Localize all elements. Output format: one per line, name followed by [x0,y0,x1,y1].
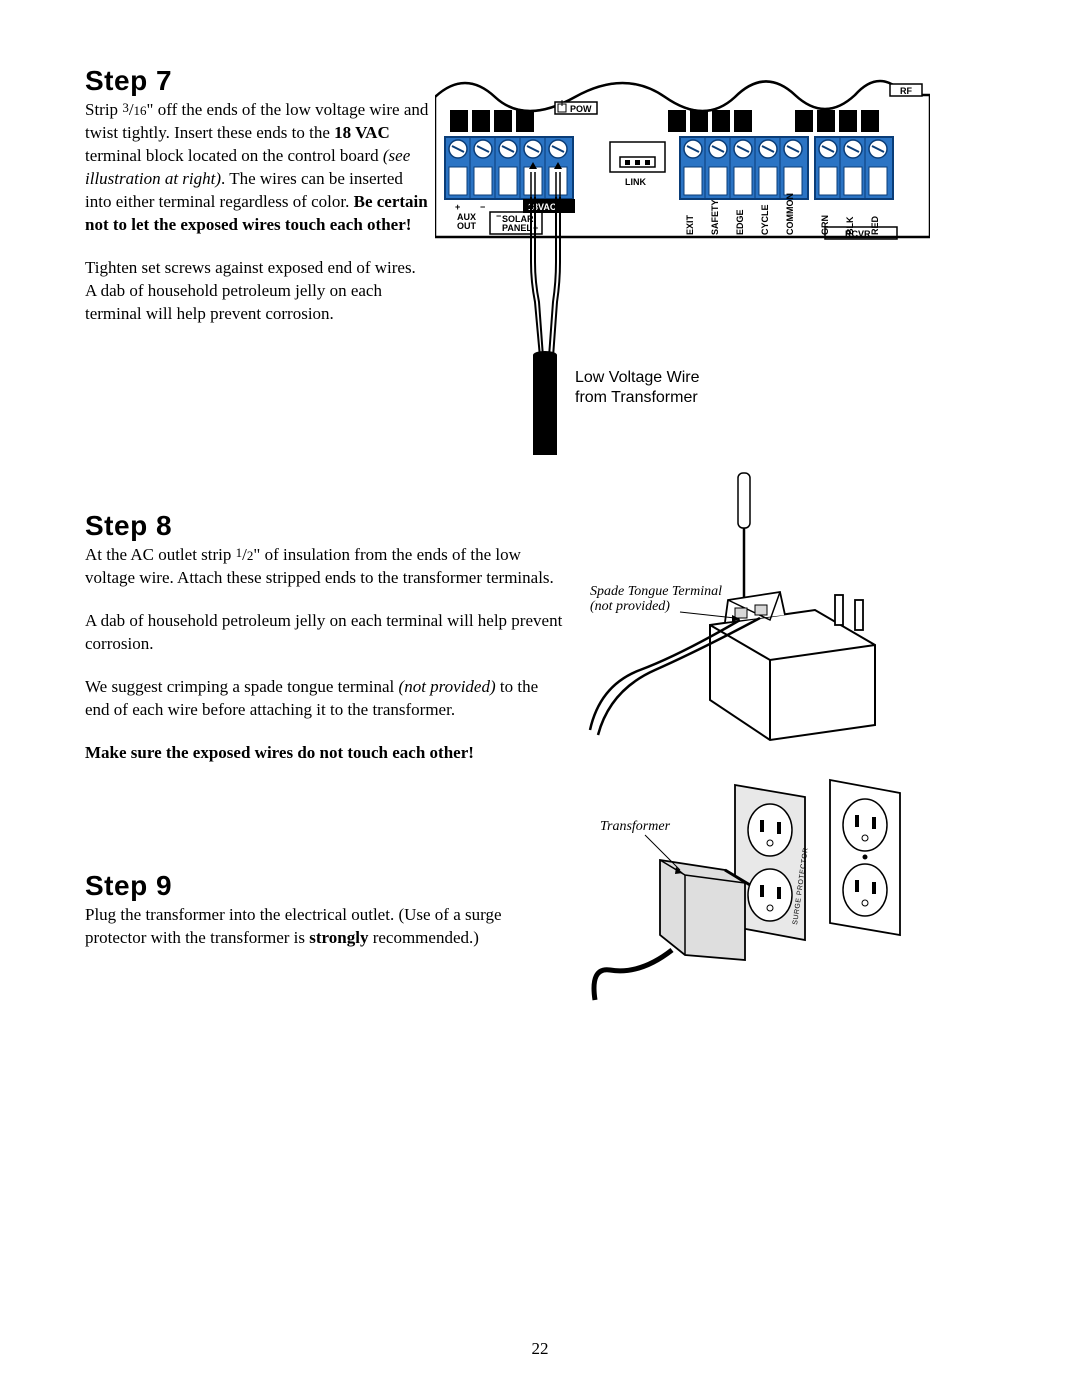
step7-p1: Strip 3/16" off the ends of the low volt… [85,99,430,237]
spade-label1: Spade Tongue Terminal [590,584,722,599]
wire-caption-1: Low Voltage Wire [575,369,700,386]
wire-caption-2: from Transformer [575,389,698,406]
transformer-screwdriver-diagram: Spade Tongue Terminal (not provided) [580,470,930,750]
rf-label: RF [900,86,912,96]
board-svg: POW RF [435,57,930,477]
pow-label: POW [570,104,592,114]
svg-text:−: − [496,211,501,221]
frac-num2: 1 [236,545,243,560]
svg-text:−: − [480,202,485,212]
step8-ital1: (not provided) [399,677,496,696]
page-number: 22 [0,1339,1080,1359]
step7-p1a: Strip [85,100,122,119]
left-terminal-block [445,137,573,199]
svg-text:CYCLE: CYCLE [760,204,770,235]
vac-label: 18VAC [528,202,557,212]
outlet-diagram: SURGE PROTECTOR Transformer [590,775,960,1025]
spade-label2: (not provided) [590,599,670,614]
control-board-diagram: POW RF [435,57,930,477]
step8-p3: We suggest crimping a spade tongue termi… [85,676,565,722]
svg-text:SAFETY: SAFETY [710,199,720,235]
svg-text:+: + [455,202,460,212]
step9-bold1: strongly [309,928,368,947]
transformer-label: Transformer [600,819,671,834]
step8-bold: Make sure the exposed wires do not touch… [85,742,565,765]
frac-num: 3 [122,100,129,115]
step9-p1b: recommended.) [368,928,478,947]
svg-text:PANEL: PANEL [502,223,532,233]
svg-text:EDGE: EDGE [735,209,745,235]
svg-text:COMMON: COMMON [785,193,795,235]
frac-den: 16 [134,103,147,118]
rcvr-label: RCVR [845,229,871,239]
step8-p2: A dab of household petroleum jelly on ea… [85,610,565,656]
step8-p1: At the AC outlet strip 1/2" of insulatio… [85,544,565,590]
step9-p1: Plug the transformer into the electrical… [85,904,565,950]
step8-p1a: At the AC outlet strip [85,545,236,564]
step7-bold1: 18 VAC [334,123,390,142]
svg-text:OUT: OUT [457,221,477,231]
svg-text:EXIT: EXIT [685,214,695,235]
svg-text:RED: RED [870,215,880,235]
step7-p1c: terminal block located on the control bo… [85,146,383,165]
link-label: LINK [625,177,646,187]
step8-p3a: We suggest crimping a spade tongue termi… [85,677,399,696]
step7-p2: Tighten set screws against exposed end o… [85,257,430,326]
right-terminal-block [680,137,893,199]
step8-bold1: Make sure the exposed wires do not touch… [85,743,474,762]
